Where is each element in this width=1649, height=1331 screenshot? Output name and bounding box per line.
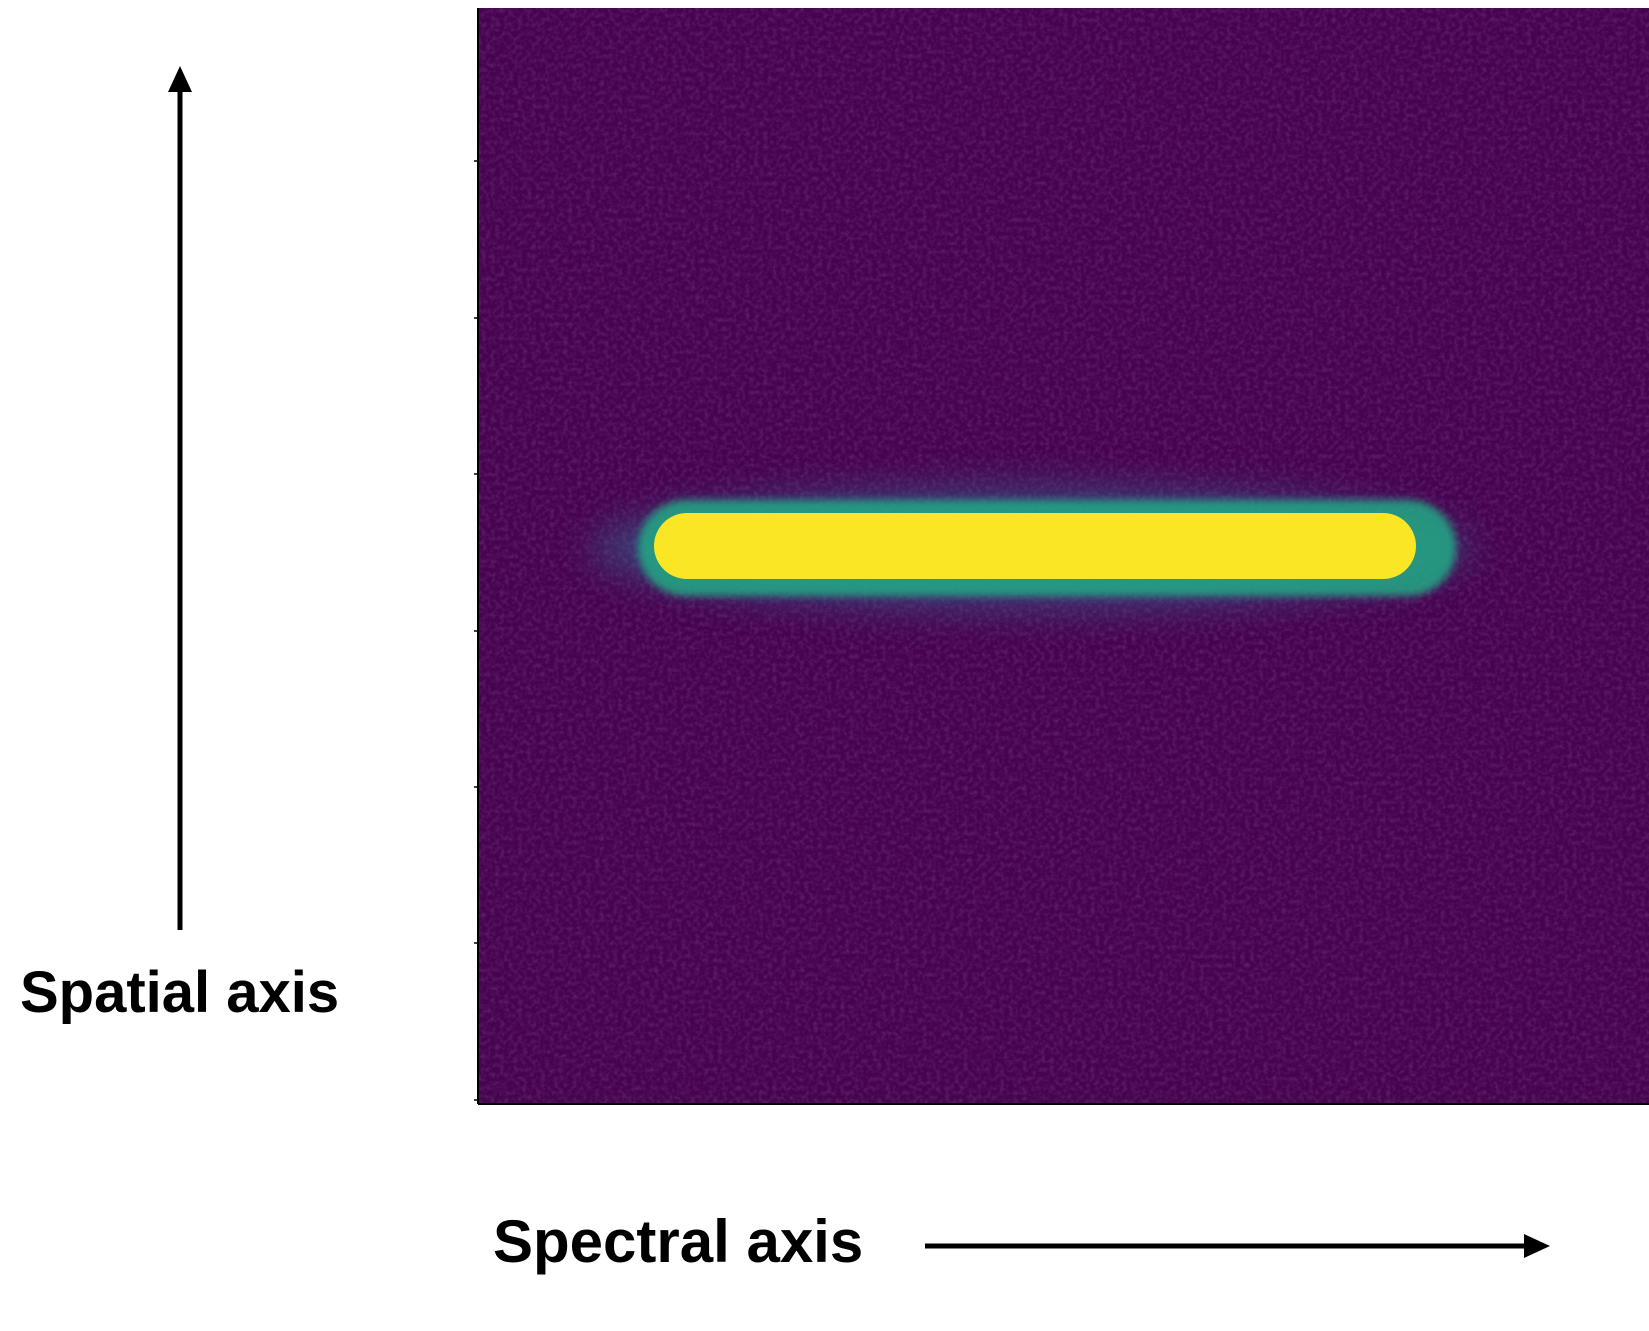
spatial-axis-arrow (168, 66, 192, 930)
arrow-up-icon (168, 66, 192, 92)
spectrum-image (478, 8, 1649, 1104)
spectral-trace (654, 513, 1416, 579)
spectral-axis-arrow (925, 1234, 1550, 1258)
image-frame (474, 8, 1649, 1105)
arrow-right-icon (1524, 1234, 1550, 1258)
spectral-axis-label: Spectral axis (493, 1208, 864, 1275)
spatial-axis-label: Spatial axis (20, 960, 340, 1025)
